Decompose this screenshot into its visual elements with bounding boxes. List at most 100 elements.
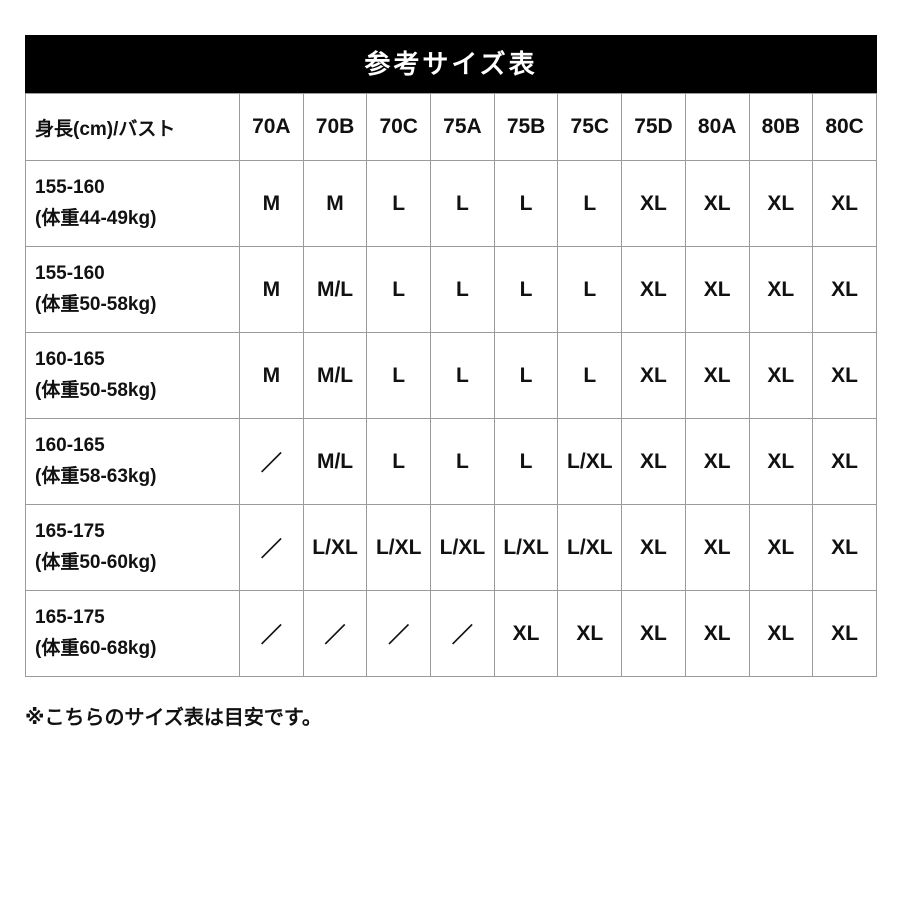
size-cell: L [493, 418, 559, 505]
size-cell: XL [812, 418, 877, 505]
weight-range: (体重50-58kg) [35, 379, 157, 401]
size-cell: XL [684, 160, 750, 247]
column-header: 80A [684, 93, 750, 161]
size-cell: L [430, 246, 495, 333]
corner-header: 身長(cm)/バスト [25, 93, 240, 161]
size-cell: ／ [239, 590, 304, 677]
size-cell: L [366, 332, 432, 419]
size-cell: ／ [239, 418, 304, 505]
size-cell: XL [748, 332, 814, 419]
table-row: 165-175 (体重50-60kg) ／ L/XL L/XL L/XL L/XL L/XL X… [25, 504, 877, 591]
size-cell: XL [684, 418, 750, 505]
weight-range: (体重50-58kg) [35, 293, 157, 315]
weight-range: (体重44-49kg) [35, 207, 157, 229]
table-row: 155-160 (体重50-58kg) M M/L L L L L XL XL XL XL [25, 246, 877, 333]
size-cell: L [493, 246, 559, 333]
size-cell: XL [748, 160, 814, 247]
size-cell: XL [812, 504, 877, 591]
size-cell: L [493, 160, 559, 247]
column-header: 70B [302, 93, 368, 161]
height-range: 160-165 [35, 349, 105, 371]
size-cell: XL [621, 332, 686, 419]
size-cell: XL [621, 504, 686, 591]
size-cell: L/XL [557, 418, 623, 505]
size-cell: L/XL [430, 504, 495, 591]
size-cell: L [366, 418, 432, 505]
row-label: 165-175 (体重60-68kg) [25, 590, 240, 677]
row-label: 160-165 (体重50-58kg) [25, 332, 240, 419]
table-row: 155-160 (体重44-49kg) M M L L L L XL XL XL XL [25, 160, 877, 247]
column-header: 75D [621, 93, 686, 161]
size-cell: XL [621, 590, 686, 677]
size-cell: XL [684, 246, 750, 333]
size-cell: M [239, 246, 304, 333]
column-header: 70A [239, 93, 304, 161]
row-label: 155-160 (体重44-49kg) [25, 160, 240, 247]
size-cell: L/XL [366, 504, 432, 591]
size-cell: XL [748, 246, 814, 333]
size-cell: ／ [366, 590, 432, 677]
size-cell: L [557, 332, 623, 419]
column-header: 75C [557, 93, 623, 161]
table-row: 160-165 (体重50-58kg) M M/L L L L L XL XL XL XL [25, 332, 877, 419]
size-table: 身長(cm)/バスト 70A 70B 70C 75A 75B 75C 75D 80A 80B 80C… [25, 93, 877, 677]
size-cell: XL [684, 504, 750, 591]
size-cell: M [302, 160, 368, 247]
table-row: 165-175 (体重60-68kg) ／／／／ XL XL XL XL XL XL [25, 590, 877, 677]
table-header: 身長(cm)/バスト 70A 70B 70C 75A 75B 75C 75D 80A 80B 80C [25, 93, 877, 161]
size-cell: XL [493, 590, 559, 677]
size-cell: XL [621, 160, 686, 247]
size-cell: ／ [430, 590, 495, 677]
size-cell: XL [748, 590, 814, 677]
size-cell: XL [812, 160, 877, 247]
chart-title: 参考サイズ表 [25, 35, 877, 93]
size-cell: XL [621, 246, 686, 333]
row-label: 160-165 (体重58-63kg) [25, 418, 240, 505]
size-cell: L [430, 332, 495, 419]
size-cell: L [493, 332, 559, 419]
size-cell: XL [557, 590, 623, 677]
size-cell: XL [812, 332, 877, 419]
size-cell: XL [812, 590, 877, 677]
size-cell: L/XL [493, 504, 559, 591]
size-cell: L/XL [302, 504, 368, 591]
size-cell: XL [748, 504, 814, 591]
size-cell: M [239, 160, 304, 247]
size-cell: XL [684, 590, 750, 677]
weight-range: (体重50-60kg) [35, 551, 157, 573]
size-cell: M/L [302, 246, 368, 333]
size-cell: XL [748, 418, 814, 505]
size-cell: M [239, 332, 304, 419]
height-range: 160-165 [35, 435, 105, 457]
row-label: 155-160 (体重50-58kg) [25, 246, 240, 333]
row-label: 165-175 (体重50-60kg) [25, 504, 240, 591]
table-body: 155-160 (体重44-49kg) M M L L L L XL XL XL XL 155-160(… [25, 160, 877, 677]
height-range: 165-175 [35, 607, 105, 629]
column-header: 80C [812, 93, 877, 161]
size-cell: ／ [302, 590, 368, 677]
height-range: 155-160 [35, 177, 105, 199]
height-range: 155-160 [35, 263, 105, 285]
size-cell: L [366, 246, 432, 333]
size-cell: M/L [302, 332, 368, 419]
header-row: 身長(cm)/バスト 70A 70B 70C 75A 75B 75C 75D 80A 80B 80C [25, 93, 877, 161]
column-header: 80B [748, 93, 814, 161]
weight-range: (体重60-68kg) [35, 637, 157, 659]
column-header: 75B [493, 93, 559, 161]
size-cell: L/XL [557, 504, 623, 591]
size-cell: L [430, 418, 495, 505]
size-cell: L [430, 160, 495, 247]
size-cell: XL [812, 246, 877, 333]
height-range: 165-175 [35, 521, 105, 543]
footnote: ※こちらのサイズ表は目安です。 [25, 707, 322, 729]
size-cell: M/L [302, 418, 368, 505]
size-cell: L [557, 246, 623, 333]
size-cell: L [557, 160, 623, 247]
weight-range: (体重58-63kg) [35, 465, 157, 487]
column-header: 70C [366, 93, 432, 161]
size-cell: XL [684, 332, 750, 419]
size-cell: ／ [239, 504, 304, 591]
column-header: 75A [430, 93, 495, 161]
size-cell: XL [621, 418, 686, 505]
size-cell: L [366, 160, 432, 247]
